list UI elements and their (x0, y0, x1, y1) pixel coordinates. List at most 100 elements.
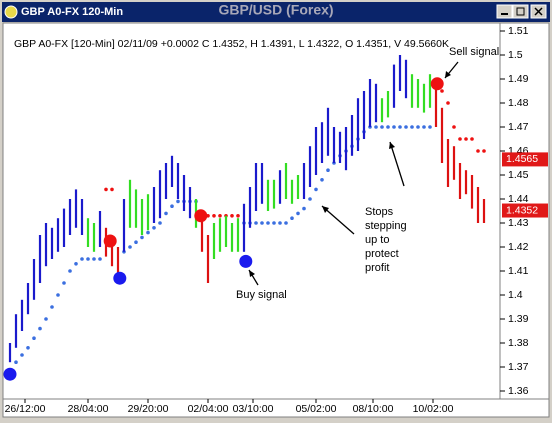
y-tick-label: 1.5 (508, 49, 523, 61)
trailing-stop-dot (218, 214, 222, 218)
trailing-stop-dot (422, 125, 426, 129)
trailing-stop-dot (446, 101, 450, 105)
sell-annotation: Sell signal (449, 46, 499, 58)
trailing-stop-dot (38, 326, 42, 331)
trailing-stop-dot (80, 257, 84, 261)
trailing-stop-dot (326, 168, 330, 172)
stops-arrowhead (322, 206, 329, 213)
price-tag-label: 1.4565 (506, 153, 538, 165)
window-title: GBP A0-FX 120-Min (21, 6, 123, 18)
trailing-stop-dot (164, 211, 168, 216)
maximize-button[interactable] (512, 4, 529, 19)
signal-marker (430, 77, 444, 91)
trailing-stop-dot (464, 137, 468, 141)
trailing-stop-dot (134, 240, 138, 244)
plot-area (2, 22, 501, 400)
buy-arrowhead (249, 270, 255, 277)
info-line: GBP A0-FX [120-Min] 02/11/09 +0.0002 C 1… (14, 38, 449, 50)
trailing-stop-dot (272, 221, 276, 225)
trailing-stop-dot (260, 221, 264, 225)
trailing-stop-dot (308, 197, 312, 201)
trailing-stop-dot (104, 187, 108, 192)
trailing-stop-dot (152, 226, 156, 230)
y-tick-label: 1.39 (508, 313, 529, 325)
trailing-stop-dot (110, 187, 114, 192)
stops-arrowhead (389, 142, 395, 149)
y-tick-label: 1.48 (508, 97, 529, 109)
trailing-stop-dot (50, 305, 54, 309)
x-tick-label: 26/12:00 (5, 403, 46, 415)
trailing-stop-dot (14, 360, 18, 365)
trailing-stop-dot (236, 214, 240, 218)
y-tick-label: 1.38 (508, 337, 529, 349)
trailing-stop-dot (254, 221, 258, 225)
trailing-stop-dot (452, 125, 456, 129)
y-tick-label: 1.41 (508, 265, 529, 277)
stops-annotation-line: up to (365, 234, 389, 246)
trailing-stop-dot (374, 125, 378, 129)
trailing-stop-dot (92, 257, 96, 261)
trailing-stop-dot (32, 336, 36, 341)
signal-marker (113, 271, 127, 285)
y-tick-label: 1.37 (508, 361, 529, 373)
y-tick-label: 1.47 (508, 121, 529, 133)
signal-marker (194, 209, 208, 223)
x-tick-label: 10/02:00 (413, 403, 454, 415)
trailing-stop-dot (476, 149, 480, 153)
price-tag (502, 203, 548, 218)
x-tick-label: 03/10:00 (233, 403, 274, 415)
y-tick-label: 1.51 (508, 25, 529, 37)
stops-annotation-line: stepping (365, 220, 407, 232)
y-tick-label: 1.49 (508, 73, 529, 85)
trailing-stop-dot (320, 178, 324, 182)
x-tick-label: 28/04:00 (68, 403, 109, 415)
stops-annotation-line: profit (365, 262, 389, 274)
minimize-button[interactable] (496, 4, 513, 19)
trailing-stop-dot (416, 125, 420, 129)
x-tick-label: 02/04:00 (188, 403, 229, 415)
sell-arrowhead (445, 71, 451, 78)
trailing-stop-dot (296, 211, 300, 216)
trailing-stop-dot (482, 149, 486, 153)
trailing-stop-dot (428, 125, 432, 129)
trailing-stop-dot (404, 125, 408, 129)
signal-marker (103, 234, 117, 248)
trailing-stop-dot (140, 235, 144, 240)
trailing-stop-dot (410, 125, 414, 129)
buy-annotation: Buy signal (236, 289, 287, 301)
price-tag (502, 152, 548, 167)
window-buttons[interactable] (496, 4, 547, 19)
y-tick-label: 1.4 (508, 289, 523, 301)
stops-arrow (321, 205, 355, 235)
trailing-stop-dot (278, 221, 282, 225)
trailing-stop-dot (380, 125, 384, 129)
stops-arrow (389, 141, 405, 187)
y-tick-label: 1.43 (508, 217, 529, 229)
x-tick-label: 08/10:00 (353, 403, 394, 415)
trailing-stop-dot (386, 125, 390, 129)
trailing-stop-dot (314, 187, 318, 192)
y-tick-label: 1.36 (508, 385, 529, 397)
trailing-stop-dot (284, 221, 288, 225)
trailing-stop-dot (128, 245, 132, 249)
trailing-stop-dot (470, 137, 474, 141)
stops-annotation-line: Stops (365, 206, 394, 218)
trailing-stop-dot (266, 221, 270, 225)
price-tag-label: 1.4352 (506, 204, 538, 216)
signal-marker (239, 254, 253, 268)
x-tick-label: 05/02:00 (296, 403, 337, 415)
trailing-stop-dot (146, 230, 150, 235)
y-tick-label: 1.42 (508, 241, 529, 253)
y-tick-label: 1.45 (508, 169, 529, 181)
trailing-stop-dot (230, 214, 234, 218)
trailing-stop-dot (212, 214, 216, 218)
chart-title: GBP/USD (Forex) (218, 2, 333, 18)
x-axis-area (2, 398, 550, 418)
trailing-stop-dot (176, 199, 180, 204)
trailing-stop-dot (392, 125, 396, 129)
y-tick-label: 1.44 (508, 193, 529, 205)
x-tick-label: 29/20:00 (128, 403, 169, 415)
app-icon (4, 5, 18, 19)
trailing-stop-dot (68, 269, 72, 273)
